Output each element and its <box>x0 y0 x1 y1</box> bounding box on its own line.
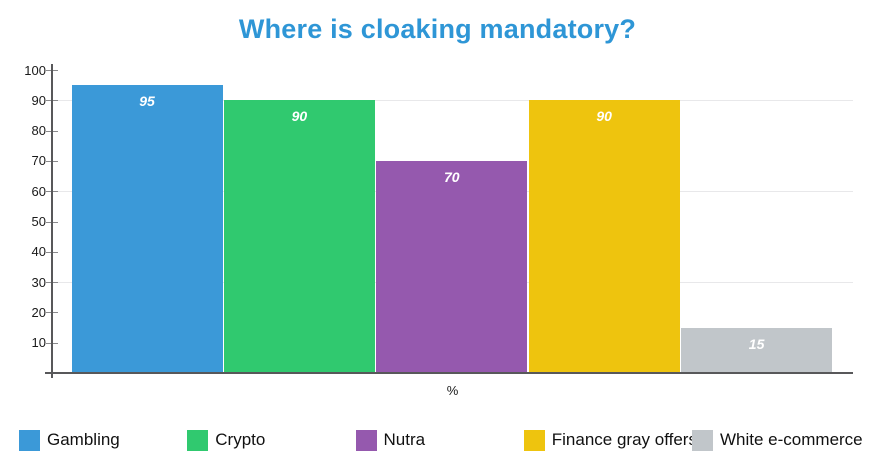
legend-label: Gambling <box>47 430 120 449</box>
y-tick-label: 70 <box>31 153 46 169</box>
bar-value-label: 70 <box>444 168 460 185</box>
legend-label: White e-commerce <box>720 430 863 449</box>
legend-item-white-e-commerce: White e-commerce <box>692 428 863 452</box>
y-tick-label: 30 <box>31 274 46 290</box>
legend-item-gambling: Gambling <box>19 428 120 452</box>
legend-swatch <box>523 429 545 451</box>
legend-swatch <box>19 429 40 451</box>
legend-swatch <box>187 429 209 451</box>
legend-swatch <box>692 429 713 451</box>
bar-value-label: 95 <box>139 93 155 110</box>
y-tick-label: 80 <box>31 123 46 139</box>
bar-nutra: 70 <box>376 160 528 373</box>
y-axis-line <box>51 64 53 378</box>
y-tick-label: 20 <box>31 304 46 320</box>
x-axis-label: % <box>446 383 459 398</box>
y-tick-label: 50 <box>31 214 46 229</box>
x-axis-line <box>45 372 853 374</box>
bar-crypto: 90 <box>223 100 375 373</box>
gridline-90 <box>53 100 853 102</box>
legend-item-finance-gray-offers: Finance gray offers <box>523 428 697 452</box>
bar-value-label: 90 <box>291 108 308 125</box>
y-tick-label: 10 <box>31 335 46 351</box>
legend-label: Finance gray offers <box>551 430 697 449</box>
bar-gambling: 95 <box>71 85 223 373</box>
y-tick-label: 90 <box>31 92 46 108</box>
y-tick-label: 100 <box>24 62 46 78</box>
legend-item-crypto: Crypto <box>187 428 265 452</box>
y-tick-label: 60 <box>31 183 46 199</box>
bar-value-label: 15 <box>748 335 765 352</box>
y-tick-label: 40 <box>31 244 46 260</box>
chart-title: Where is cloaking mandatory? <box>238 14 637 44</box>
legend-swatch <box>355 429 377 451</box>
legend-label: Crypto <box>215 430 266 449</box>
legend-item-nutra: Nutra <box>355 428 426 452</box>
legend-label: Nutra <box>383 430 426 449</box>
legend: Gambling Crypto Nutra Finance gray offers Wh… <box>0 428 875 454</box>
bar-value-label: 90 <box>596 108 612 125</box>
bar-white-e-commerce: 15 <box>681 327 833 373</box>
bar-finance-gray-offers: 90 <box>528 100 680 373</box>
